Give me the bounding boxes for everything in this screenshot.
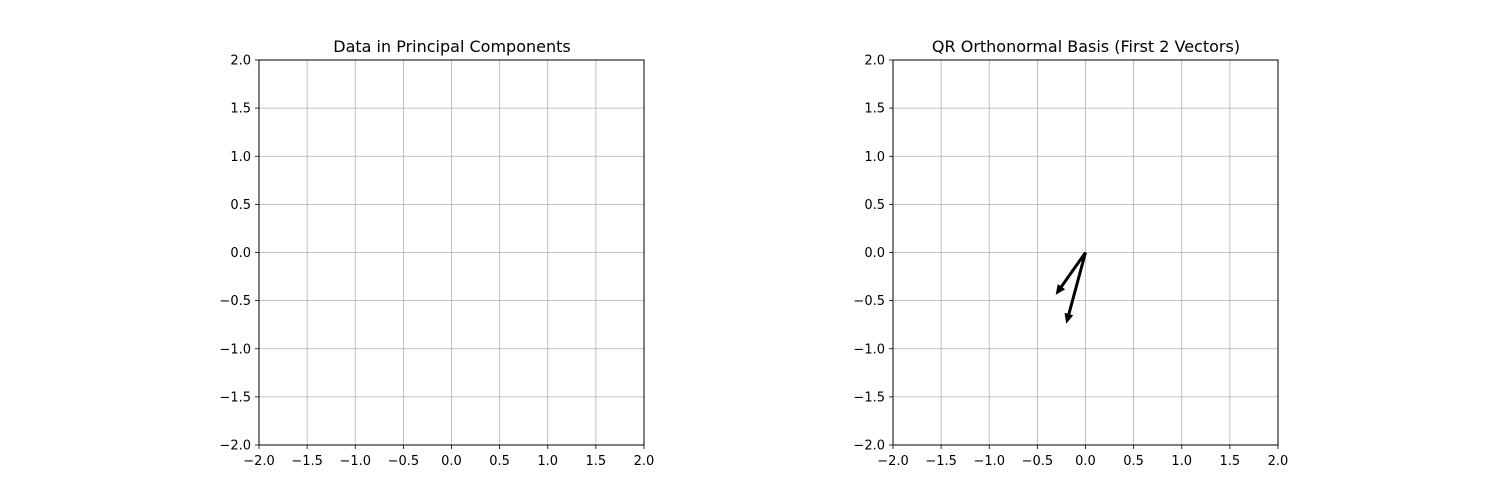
x-tick-label: −1.0 xyxy=(973,454,1005,469)
y-tick-label: 2.0 xyxy=(230,54,251,69)
x-tick-label: 1.5 xyxy=(586,454,607,469)
y-tick-label: 0.5 xyxy=(864,198,885,213)
y-tick-label: −1.5 xyxy=(853,390,885,405)
x-tick-label: −2.0 xyxy=(877,454,909,469)
pca-data-chart: Data in Principal Components −2.0 −1.5 −1.… xyxy=(219,37,654,469)
basis-vector-arrow xyxy=(1055,251,1087,295)
x-tick-label: −1.0 xyxy=(339,454,371,469)
x-tick-label: 1.5 xyxy=(1220,454,1241,469)
chart-title: Data in Principal Components xyxy=(333,37,570,56)
y-tick-label: −1.5 xyxy=(219,390,251,405)
y-tick-label: −2.0 xyxy=(853,439,885,454)
x-tick-label: 0.5 xyxy=(489,454,510,469)
x-tick-label: −1.5 xyxy=(291,454,323,469)
x-tick-label: −2.0 xyxy=(243,454,275,469)
y-tick-label: 1.5 xyxy=(230,102,251,117)
x-tick-label: −0.5 xyxy=(388,454,420,469)
qr-basis-chart: QR Orthonormal Basis (First 2 Vectors) −… xyxy=(853,37,1288,469)
y-tick-label: −0.5 xyxy=(219,294,251,309)
x-tick-label: 2.0 xyxy=(634,454,655,469)
x-tick-label: 1.0 xyxy=(537,454,558,469)
chart-title: QR Orthonormal Basis (First 2 Vectors) xyxy=(932,37,1240,56)
x-tick-label: −0.5 xyxy=(1022,454,1054,469)
x-tick-label: 2.0 xyxy=(1268,454,1289,469)
y-tick-label: −0.5 xyxy=(853,294,885,309)
x-tick-label: 0.0 xyxy=(441,454,462,469)
x-tick-label: 0.0 xyxy=(1075,454,1096,469)
y-tick-label: 0.5 xyxy=(230,198,251,213)
y-tick-label: −1.0 xyxy=(853,342,885,357)
x-tick-label: 1.0 xyxy=(1171,454,1192,469)
y-tick-label: 1.0 xyxy=(230,150,251,165)
y-tick-label: 0.0 xyxy=(864,246,885,261)
y-tick-label: 1.0 xyxy=(864,150,885,165)
basis-vector-arrow xyxy=(1064,252,1087,324)
y-tick-label: −1.0 xyxy=(219,342,251,357)
y-tick-label: 2.0 xyxy=(864,54,885,69)
y-tick-label: 1.5 xyxy=(864,102,885,117)
x-tick-label: 0.5 xyxy=(1123,454,1144,469)
y-tick-label: 0.0 xyxy=(230,246,251,261)
y-tick-label: −2.0 xyxy=(219,439,251,454)
x-tick-label: −1.5 xyxy=(925,454,957,469)
